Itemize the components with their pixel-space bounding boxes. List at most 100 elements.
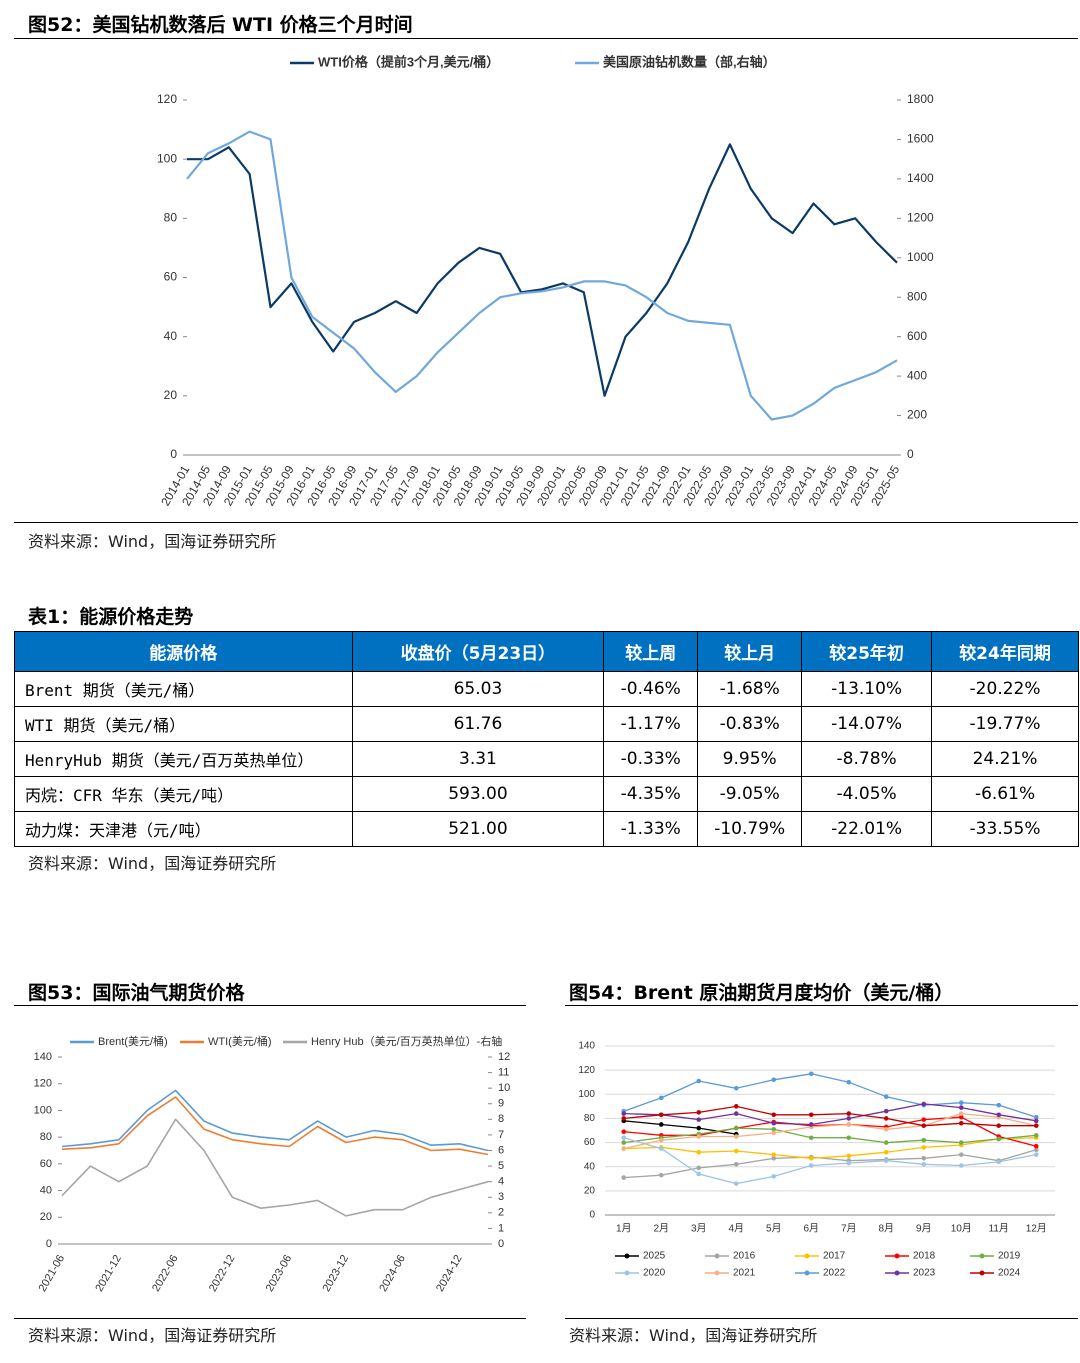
legend-label: 2023: [913, 1268, 936, 1279]
y-tick-label: 20: [584, 1185, 596, 1196]
point: [1033, 1147, 1039, 1153]
cell: Brent 期货（美元/桶）: [14, 671, 353, 707]
legend-label: 美国原油钻机数量（部,右轴）: [603, 54, 776, 69]
point: [846, 1135, 852, 1141]
y2-tick-label: 9: [498, 1098, 504, 1110]
point: [883, 1126, 889, 1132]
series-line: [623, 1103, 1037, 1126]
y-tick-label: 100: [34, 1104, 52, 1116]
point: [621, 1135, 627, 1141]
point: [658, 1095, 664, 1101]
series-line: [623, 1105, 1037, 1127]
point: [696, 1110, 702, 1115]
y-tick-label: 20: [164, 388, 178, 402]
point: [883, 1116, 889, 1121]
cell: -0.83%: [697, 706, 803, 742]
point: [621, 1140, 627, 1145]
row: 动力煤：天津港（元/吨） 521.00 -1.33% -10.79% -22.01% -3…: [14, 811, 1079, 847]
point: [921, 1155, 927, 1161]
y2-tick-label: 8: [498, 1113, 504, 1125]
rule: [565, 1005, 1078, 1006]
y2-tick-label: 3: [498, 1191, 504, 1203]
y-tick-label: 80: [164, 211, 178, 225]
series-line: [61, 1089, 489, 1152]
legend-marker: [894, 1270, 900, 1276]
y-tick-label: 80: [40, 1131, 52, 1143]
point: [658, 1122, 664, 1127]
point: [1033, 1133, 1039, 1138]
legend-label: 2024: [998, 1268, 1021, 1279]
y-tick-label: 140: [34, 1051, 52, 1063]
y-tick-label: 60: [164, 270, 178, 284]
figure-title: 图52：美国钻机数落后 WTI 价格三个月时间: [28, 14, 413, 36]
cell: 9.95%: [697, 741, 803, 777]
cell: WTI 期货（美元/桶）: [14, 706, 353, 742]
point: [996, 1102, 1002, 1108]
y2-tick-label: 1200: [907, 211, 934, 225]
legend-label: 2018: [913, 1251, 936, 1262]
chart: 0204060801001200200400600800100012001400…: [157, 54, 934, 508]
x-tick-label: 2月: [653, 1223, 669, 1235]
y2-tick-label: 1000: [907, 250, 934, 264]
point: [808, 1122, 814, 1127]
point: [996, 1159, 1002, 1165]
x-tick-label: 12月: [1026, 1223, 1047, 1235]
y-tick-label: 20: [40, 1211, 52, 1223]
point: [733, 1104, 739, 1109]
point: [771, 1152, 777, 1157]
point: [658, 1146, 664, 1151]
x-tick-label: 5月: [766, 1223, 782, 1235]
figure-title: 图53：国际油气期货价格: [28, 982, 245, 1004]
point: [846, 1116, 852, 1121]
y-tick-label: 120: [157, 92, 177, 106]
y-tick-label: 0: [589, 1210, 595, 1221]
point: [1033, 1118, 1039, 1124]
header-cell: 较25年初: [801, 631, 933, 672]
y2-tick-label: 1400: [907, 171, 934, 185]
point: [733, 1162, 739, 1167]
legend-marker: [714, 1270, 720, 1276]
header-cell: 较上周: [603, 631, 699, 672]
rule: [14, 1005, 526, 1006]
point: [733, 1111, 739, 1116]
point: [846, 1111, 852, 1116]
y2-tick-label: 0: [907, 447, 914, 461]
header-cell: 收盘价（5月23日）: [351, 631, 605, 672]
table: 能源价格 收盘价（5月23日） 较上周 较上月 较25年初 较24年同期 Brent 期货（…: [14, 631, 1079, 847]
point: [996, 1123, 1002, 1128]
point: [696, 1149, 702, 1155]
row: Brent 期货（美元/桶） 65.03 -0.46% -1.68% -13.10% -2…: [14, 671, 1079, 707]
series-line: [623, 1137, 1037, 1185]
y-tick-label: 140: [578, 1041, 595, 1052]
y2-tick-label: 6: [498, 1144, 504, 1156]
rule: [14, 522, 1078, 523]
legend-label: 2017: [823, 1251, 846, 1262]
point: [883, 1094, 889, 1099]
legend-label: Brent(美元/桶): [98, 1034, 168, 1048]
point: [621, 1175, 627, 1180]
legend-marker: [979, 1253, 985, 1259]
point: [808, 1071, 814, 1077]
point: [996, 1112, 1002, 1118]
y-tick-label: 0: [170, 447, 177, 461]
point: [846, 1079, 852, 1085]
legend-marker: [804, 1270, 810, 1276]
point: [808, 1112, 814, 1118]
y-tick-label: 0: [46, 1238, 52, 1250]
point: [1033, 1152, 1039, 1157]
y-tick-label: 60: [584, 1137, 596, 1148]
legend-marker: [624, 1270, 630, 1276]
point: [658, 1172, 664, 1178]
cell: -0.33%: [603, 741, 699, 777]
cell: -8.78%: [801, 741, 933, 777]
point: [733, 1181, 739, 1186]
cell: -10.79%: [697, 811, 803, 847]
legend-marker: [979, 1270, 985, 1276]
point: [958, 1100, 964, 1106]
y2-tick-label: 1800: [907, 92, 934, 106]
x-tick-label: 3月: [691, 1223, 707, 1235]
point: [883, 1108, 889, 1114]
x-tick-label: 2024-12: [434, 1253, 465, 1294]
point: [883, 1158, 889, 1163]
y-tick-label: 120: [578, 1065, 595, 1076]
